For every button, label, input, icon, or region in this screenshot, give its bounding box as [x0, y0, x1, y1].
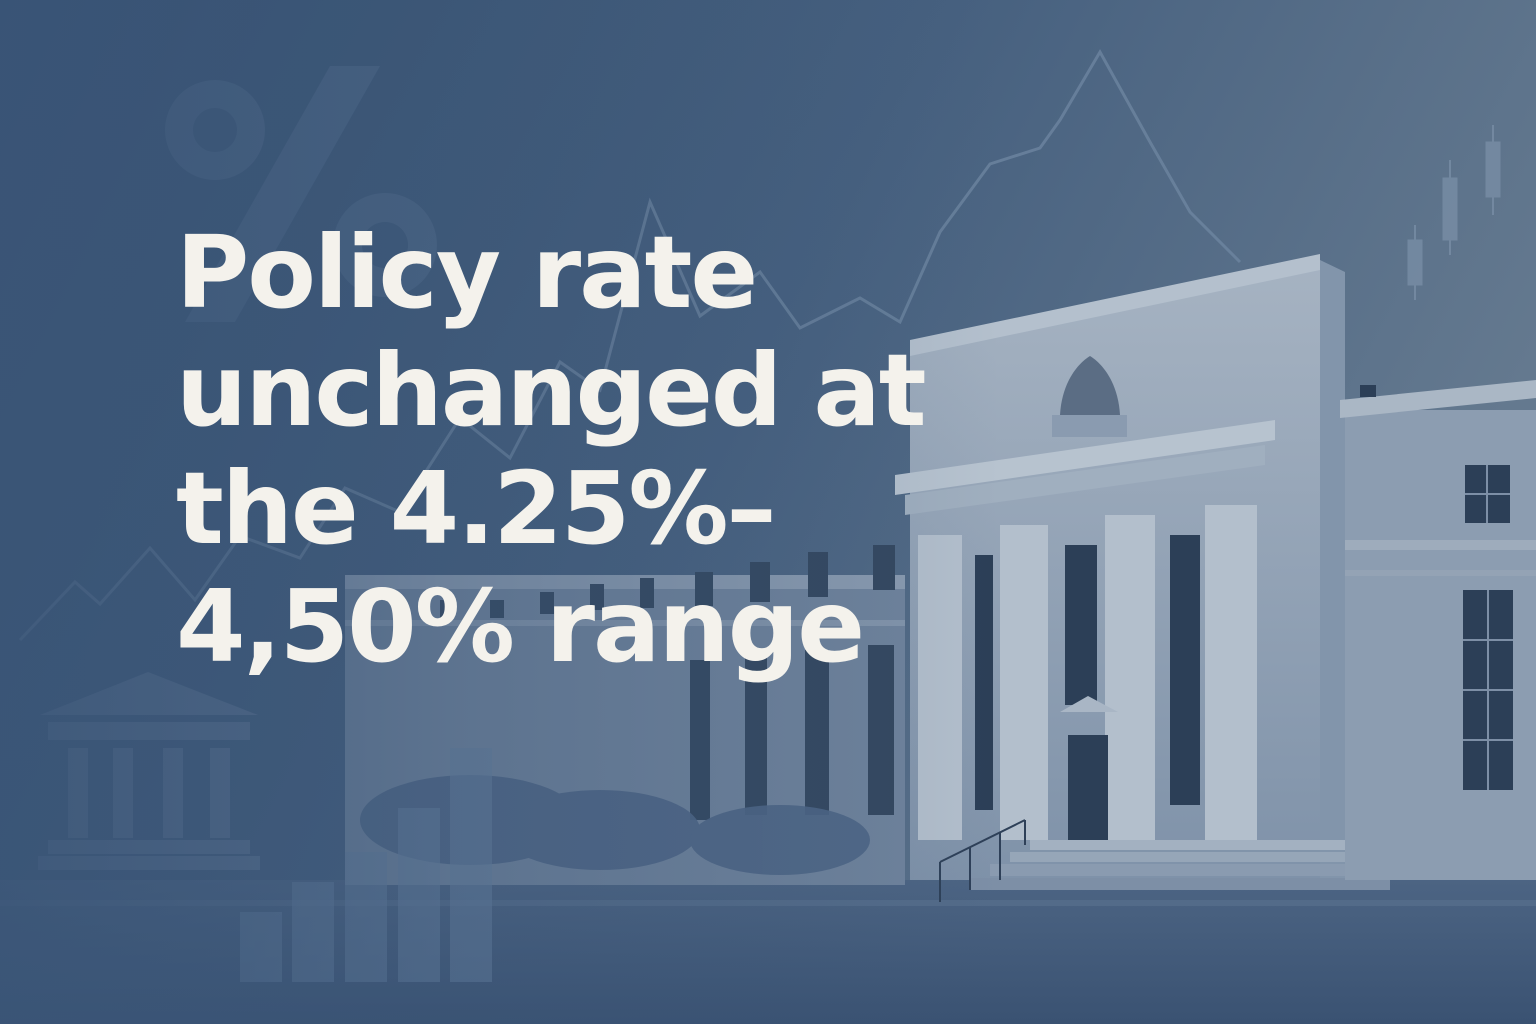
- candlestick-decor: [1407, 125, 1501, 300]
- headline-line-4: 4,50% range: [176, 568, 865, 685]
- headline-line-1: Policy rate: [176, 214, 758, 331]
- building-right-wing: [1340, 380, 1536, 880]
- headline-line-3: the 4.25%–: [176, 450, 777, 567]
- headline-line-2: unchanged at: [176, 332, 927, 449]
- headline: Policy rate unchanged at the 4.25%– 4,50…: [176, 214, 1076, 686]
